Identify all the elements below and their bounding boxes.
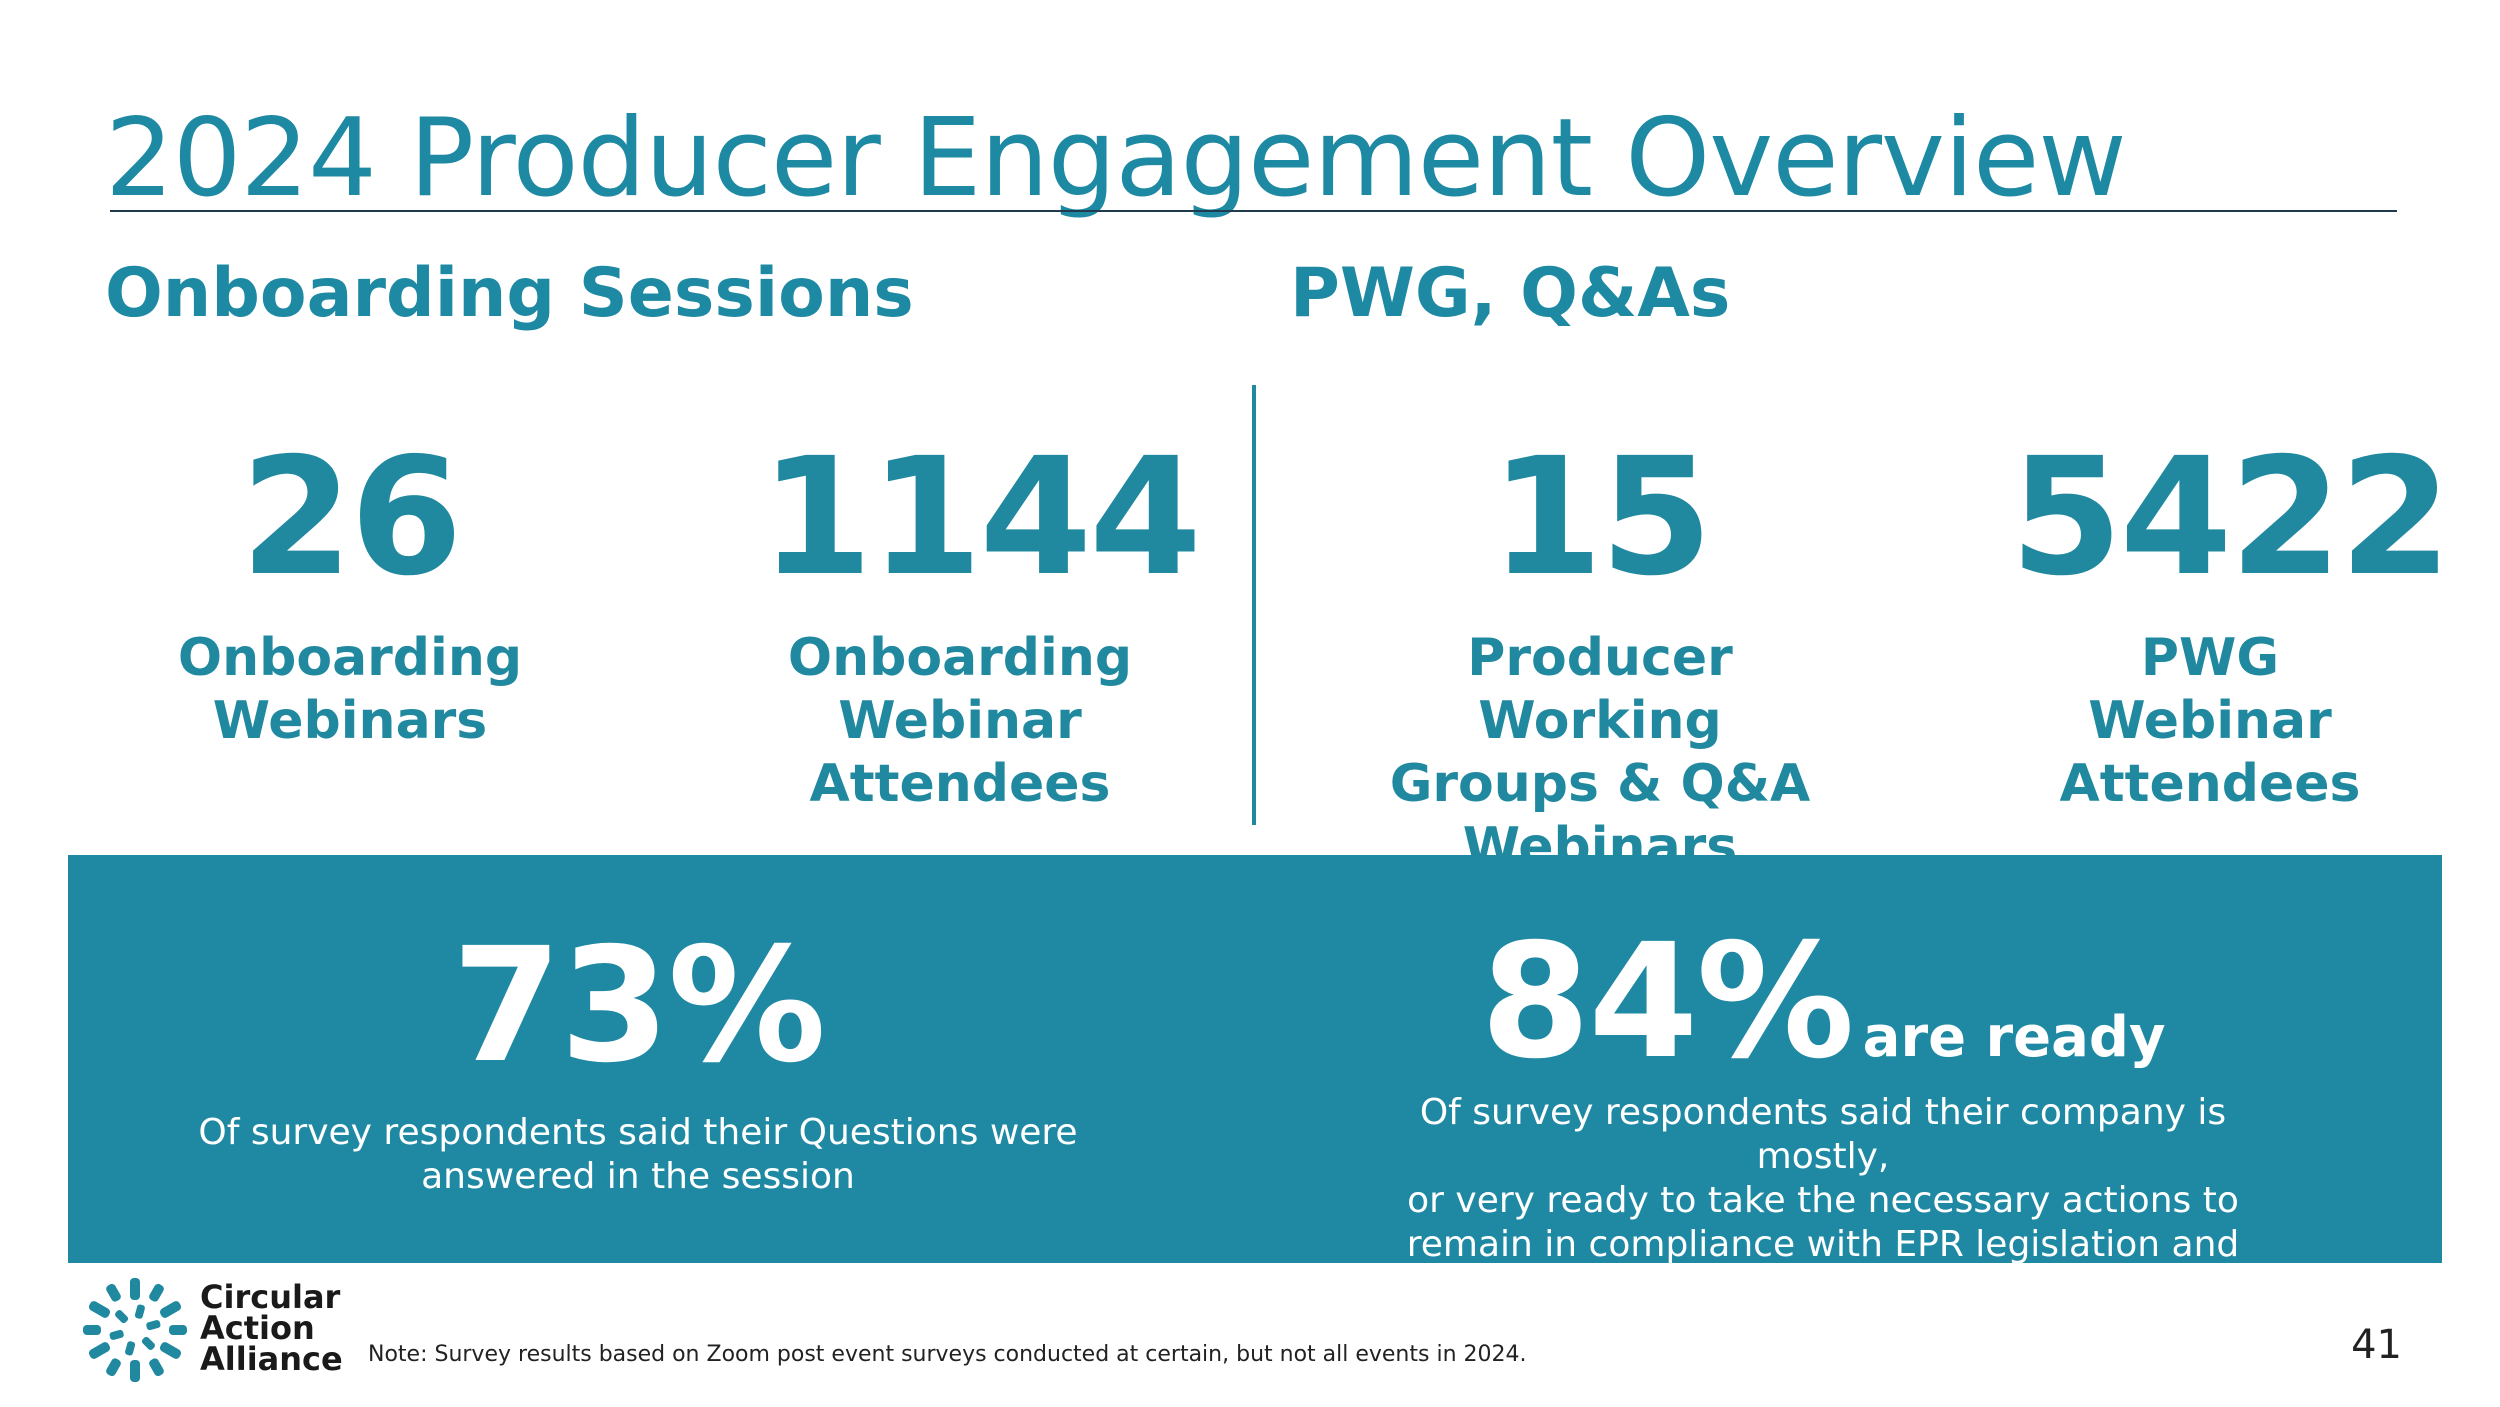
survey-description-line: remain in compliance with EPR legislatio… [1406, 1224, 2240, 1265]
survey-description: Of survey respondents said their company… [1358, 1091, 2288, 1311]
section-divider [1252, 385, 1256, 825]
stat-label: PWG Webinar Attendees [2010, 627, 2410, 816]
circular-action-alliance-logo-icon [83, 1278, 187, 1382]
pwg-qas-heading: PWG, Q&As [1290, 254, 1731, 333]
stat-label-line: Webinar [838, 691, 1082, 751]
title-underline [110, 210, 2397, 212]
stat-label-line: Attendees [809, 754, 1111, 814]
survey-questions-answered: 73% Of survey respondents said their Que… [198, 927, 1078, 1199]
survey-company-ready: 84% are ready Of survey respondents said … [1358, 923, 2288, 1311]
stat-value: 1144 [760, 424, 1202, 612]
survey-percentage: 73% [451, 914, 826, 1098]
logo-line: Alliance [200, 1340, 343, 1378]
survey-results-panel: 73% Of survey respondents said their Que… [68, 855, 2442, 1309]
survey-percentage-row: 84% are ready [1358, 923, 2288, 1081]
page-number: 41 [2351, 1322, 2402, 1368]
stat-value: 5422 [2010, 424, 2452, 612]
logo-wordmark: Circular Action Alliance [200, 1278, 343, 1378]
stat-label-line: Groups & Q&A [1389, 754, 1811, 814]
logo-line: Action [200, 1309, 315, 1347]
survey-suffix: are ready [1862, 1005, 2166, 1070]
survey-description-line: Of survey respondents said their company… [1419, 1092, 2227, 1177]
stat-label-line: Onboarding [177, 628, 523, 688]
stat-label-line: Webinar [2088, 691, 2332, 751]
stat-label: Onboarding Webinar Attendees [760, 627, 1160, 816]
stat-producer-working-groups: 15 Producer Working Groups & Q&A Webinar… [1350, 437, 1850, 879]
stat-label-line: Producer Working [1467, 628, 1733, 751]
stat-label: Producer Working Groups & Q&A Webinars [1350, 627, 1850, 879]
survey-percentage: 84% [1480, 910, 1854, 1094]
logo-line: Circular [200, 1278, 341, 1316]
onboarding-sessions-heading: Onboarding Sessions [105, 254, 914, 333]
survey-footnote: Note: Survey results based on Zoom post … [368, 1342, 1527, 1367]
stat-pwg-webinar-attendees: 5422 PWG Webinar Attendees [2010, 424, 2452, 816]
stat-value: 15 [1490, 424, 1712, 612]
stat-label-line: Onboarding [787, 628, 1133, 688]
stat-label-line: Webinars [212, 691, 488, 751]
survey-description-line: answered in the session [421, 1156, 855, 1197]
stat-onboarding-webinars: 26 Onboarding Webinars [150, 437, 550, 753]
page-title: 2024 Producer Engagement Overview [105, 96, 2127, 221]
stat-label: Onboarding Webinars [150, 627, 550, 753]
stat-label-line: PWG [2140, 628, 2280, 688]
survey-description-line: or very ready to take the necessary acti… [1407, 1180, 2239, 1221]
survey-description-line: Of survey respondents said their Questio… [198, 1112, 1078, 1153]
stat-value: 26 [240, 424, 462, 612]
survey-description-line: deadlines. [1730, 1268, 1916, 1309]
stat-onboarding-webinar-attendees: 1144 Onboarding Webinar Attendees [760, 424, 1202, 816]
stat-label-line: Attendees [2059, 754, 2361, 814]
survey-description: Of survey respondents said their Questio… [198, 1111, 1078, 1199]
